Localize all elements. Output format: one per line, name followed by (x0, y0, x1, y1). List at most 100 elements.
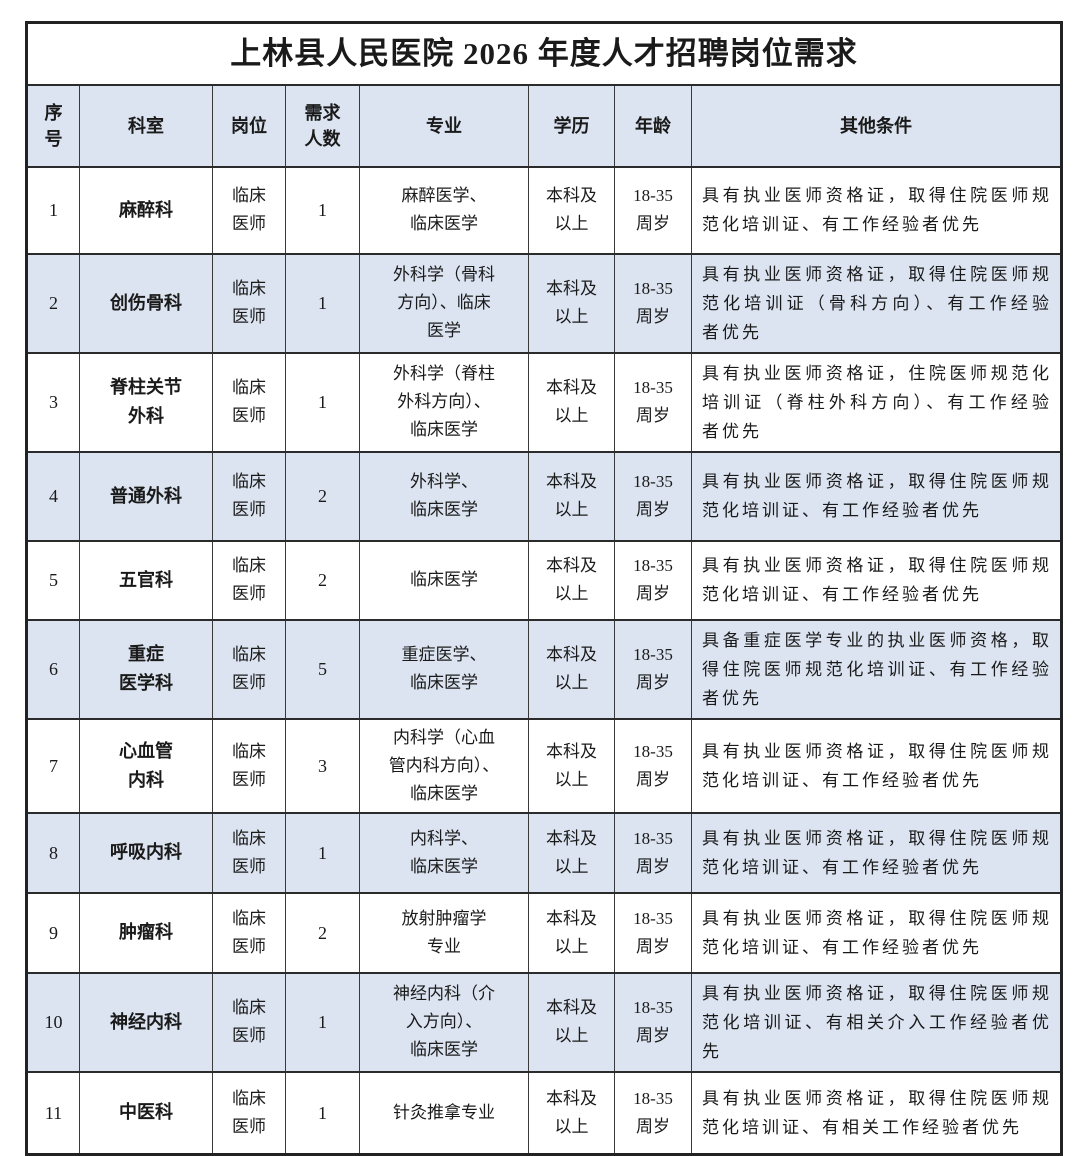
cell-position: 临床 医师 (212, 717, 286, 814)
col-header-age: 年龄 (614, 83, 692, 168)
cell-department: 神经内科 (79, 971, 213, 1073)
cell-other: 具有执业医师资格证，取得住院医师规范化培训证、有工作经验者优先 (691, 539, 1062, 621)
cell-major: 外科学（骨科 方向）、临床 医学 (359, 252, 529, 354)
cell-major: 重症医学、 临床医学 (359, 618, 529, 720)
table-row: 9 肿瘤科 临床 医师 2 放射肿瘤学 专业 本科及 以上 18-35 周岁 具… (26, 891, 1062, 974)
cell-education: 本科及 以上 (528, 717, 615, 814)
recruitment-table: 上林县人民医院 2026 年度人才招聘岗位需求 序 号 科室 岗位 需求 人数 … (25, 21, 1063, 1156)
cell-headcount: 2 (285, 539, 360, 621)
col-header-major: 专业 (359, 83, 529, 168)
cell-age: 18-35 周岁 (614, 971, 692, 1073)
col-header-education: 学历 (528, 83, 615, 168)
cell-department: 麻醉科 (79, 165, 213, 255)
cell-no: 2 (26, 252, 80, 354)
cell-education: 本科及 以上 (528, 539, 615, 621)
cell-position: 临床 医师 (212, 1070, 286, 1156)
cell-position: 临床 医师 (212, 539, 286, 621)
cell-major: 麻醉医学、 临床医学 (359, 165, 529, 255)
cell-position: 临床 医师 (212, 811, 286, 894)
cell-other: 具备重症医学专业的执业医师资格，取得住院医师规范化培训证、有工作经验者优先 (691, 618, 1062, 720)
cell-headcount: 3 (285, 717, 360, 814)
cell-age: 18-35 周岁 (614, 717, 692, 814)
table-row: 6 重症 医学科 临床 医师 5 重症医学、 临床医学 本科及 以上 18-35… (26, 618, 1062, 720)
cell-age: 18-35 周岁 (614, 252, 692, 354)
cell-education: 本科及 以上 (528, 811, 615, 894)
cell-age: 18-35 周岁 (614, 811, 692, 894)
table-row: 3 脊柱关节 外科 临床 医师 1 外科学（脊柱 外科方向）、 临床医学 本科及… (26, 351, 1062, 453)
cell-department: 肿瘤科 (79, 891, 213, 974)
cell-major: 内科学（心血 管内科方向）、 临床医学 (359, 717, 529, 814)
table-row: 5 五官科 临床 医师 2 临床医学 本科及 以上 18-35 周岁 具有执业医… (26, 539, 1062, 621)
cell-position: 临床 医师 (212, 971, 286, 1073)
cell-no: 11 (26, 1070, 80, 1156)
title-row: 上林县人民医院 2026 年度人才招聘岗位需求 (26, 21, 1062, 86)
col-header-department: 科室 (79, 83, 213, 168)
cell-age: 18-35 周岁 (614, 351, 692, 453)
table-row: 10 神经内科 临床 医师 1 神经内科（介 入方向）、 临床医学 本科及 以上… (26, 971, 1062, 1073)
cell-headcount: 5 (285, 618, 360, 720)
cell-department: 重症 医学科 (79, 618, 213, 720)
cell-position: 临床 医师 (212, 351, 286, 453)
cell-department: 五官科 (79, 539, 213, 621)
cell-department: 中医科 (79, 1070, 213, 1156)
cell-age: 18-35 周岁 (614, 165, 692, 255)
cell-age: 18-35 周岁 (614, 891, 692, 974)
cell-no: 1 (26, 165, 80, 255)
cell-major: 临床医学 (359, 539, 529, 621)
cell-headcount: 1 (285, 252, 360, 354)
table-row: 7 心血管 内科 临床 医师 3 内科学（心血 管内科方向）、 临床医学 本科及… (26, 717, 1062, 814)
cell-headcount: 2 (285, 891, 360, 974)
cell-no: 4 (26, 450, 80, 542)
cell-headcount: 2 (285, 450, 360, 542)
cell-other: 具有执业医师资格证，住院医师规范化培训证（脊柱外科方向）、有工作经验者优先 (691, 351, 1062, 453)
cell-position: 临床 医师 (212, 252, 286, 354)
cell-other: 具有执业医师资格证，取得住院医师规范化培训证、有工作经验者优先 (691, 811, 1062, 894)
cell-age: 18-35 周岁 (614, 539, 692, 621)
cell-education: 本科及 以上 (528, 252, 615, 354)
cell-no: 10 (26, 971, 80, 1073)
page-title: 上林县人民医院 2026 年度人才招聘岗位需求 (26, 21, 1062, 86)
cell-education: 本科及 以上 (528, 971, 615, 1073)
cell-major: 神经内科（介 入方向）、 临床医学 (359, 971, 529, 1073)
cell-position: 临床 医师 (212, 891, 286, 974)
cell-age: 18-35 周岁 (614, 618, 692, 720)
col-header-other: 其他条件 (691, 83, 1062, 168)
table-row: 2 创伤骨科 临床 医师 1 外科学（骨科 方向）、临床 医学 本科及 以上 1… (26, 252, 1062, 354)
col-header-no: 序 号 (26, 83, 80, 168)
table-row: 8 呼吸内科 临床 医师 1 内科学、 临床医学 本科及 以上 18-35 周岁… (26, 811, 1062, 894)
cell-major: 放射肿瘤学 专业 (359, 891, 529, 974)
cell-other: 具有执业医师资格证，取得住院医师规范化培训证、有工作经验者优先 (691, 450, 1062, 542)
cell-other: 具有执业医师资格证，取得住院医师规范化培训证（骨科方向）、有工作经验者优先 (691, 252, 1062, 354)
cell-education: 本科及 以上 (528, 351, 615, 453)
cell-position: 临床 医师 (212, 165, 286, 255)
cell-other: 具有执业医师资格证，取得住院医师规范化培训证、有相关介入工作经验者优先 (691, 971, 1062, 1073)
cell-age: 18-35 周岁 (614, 1070, 692, 1156)
table-row: 11 中医科 临床 医师 1 针灸推拿专业 本科及 以上 18-35 周岁 具有… (26, 1070, 1062, 1156)
cell-major: 针灸推拿专业 (359, 1070, 529, 1156)
cell-department: 脊柱关节 外科 (79, 351, 213, 453)
cell-education: 本科及 以上 (528, 165, 615, 255)
cell-no: 6 (26, 618, 80, 720)
cell-no: 9 (26, 891, 80, 974)
cell-education: 本科及 以上 (528, 1070, 615, 1156)
cell-education: 本科及 以上 (528, 618, 615, 720)
col-header-position: 岗位 (212, 83, 286, 168)
cell-other: 具有执业医师资格证，取得住院医师规范化培训证、有工作经验者优先 (691, 891, 1062, 974)
cell-department: 创伤骨科 (79, 252, 213, 354)
cell-department: 普通外科 (79, 450, 213, 542)
table-row: 4 普通外科 临床 医师 2 外科学、 临床医学 本科及 以上 18-35 周岁… (26, 450, 1062, 542)
table-row: 1 麻醉科 临床 医师 1 麻醉医学、 临床医学 本科及 以上 18-35 周岁… (26, 165, 1062, 255)
cell-major: 外科学、 临床医学 (359, 450, 529, 542)
cell-position: 临床 医师 (212, 618, 286, 720)
cell-no: 8 (26, 811, 80, 894)
cell-headcount: 1 (285, 351, 360, 453)
cell-headcount: 1 (285, 811, 360, 894)
cell-department: 呼吸内科 (79, 811, 213, 894)
cell-no: 7 (26, 717, 80, 814)
col-header-headcount: 需求 人数 (285, 83, 360, 168)
cell-major: 外科学（脊柱 外科方向）、 临床医学 (359, 351, 529, 453)
cell-no: 3 (26, 351, 80, 453)
cell-department: 心血管 内科 (79, 717, 213, 814)
cell-other: 具有执业医师资格证，取得住院医师规范化培训证、有相关工作经验者优先 (691, 1070, 1062, 1156)
cell-other: 具有执业医师资格证，取得住院医师规范化培训证、有工作经验者优先 (691, 717, 1062, 814)
